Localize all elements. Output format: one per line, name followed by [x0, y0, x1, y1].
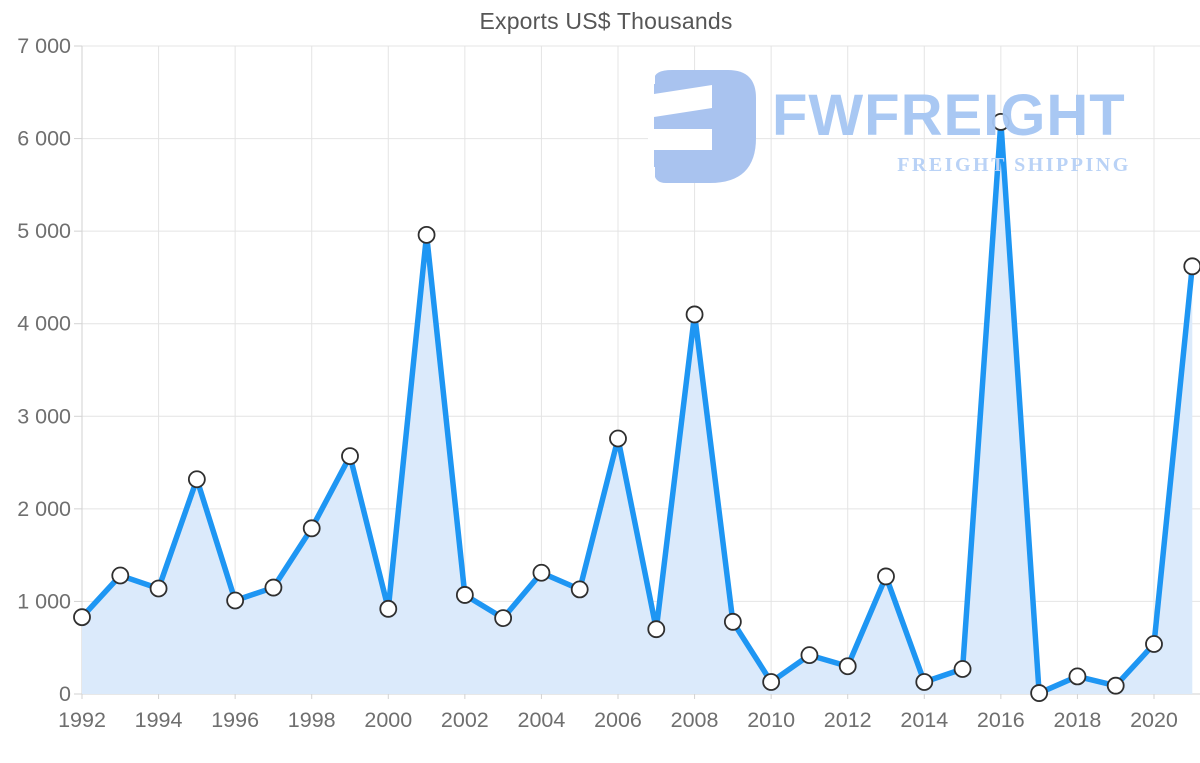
x-tick-label: 2012	[824, 708, 872, 732]
data-point-marker[interactable]	[877, 567, 895, 586]
x-tick-label: 1992	[58, 708, 106, 732]
x-tick-label: 2010	[747, 708, 795, 732]
data-point-marker[interactable]	[685, 305, 704, 324]
data-point-marker[interactable]	[609, 429, 627, 448]
data-point-marker[interactable]	[1106, 676, 1125, 695]
data-point-marker[interactable]	[570, 580, 589, 599]
data-point-marker[interactable]	[800, 646, 819, 665]
data-point-marker[interactable]	[302, 519, 321, 538]
y-tick-label: 0	[59, 682, 71, 706]
data-point-marker[interactable]	[187, 470, 206, 489]
x-tick-label: 2016	[977, 708, 1025, 732]
data-point-marker[interactable]	[838, 657, 857, 676]
x-tick-label: 2000	[364, 708, 412, 732]
data-point-marker[interactable]	[647, 620, 666, 639]
data-point-marker[interactable]	[723, 612, 742, 631]
data-point-marker[interactable]	[991, 113, 1010, 131]
data-point-marker[interactable]	[264, 578, 283, 597]
x-tick-label: 2020	[1130, 708, 1178, 732]
y-tick-label: 6 000	[17, 127, 71, 151]
data-point-marker[interactable]	[111, 566, 130, 585]
y-tick-label: 3 000	[17, 404, 71, 428]
data-point-marker[interactable]	[341, 447, 359, 465]
data-point-marker[interactable]	[149, 579, 168, 598]
x-tick-label: 2004	[518, 708, 566, 732]
data-point-marker[interactable]	[494, 609, 513, 627]
x-tick-label: 2006	[594, 708, 642, 732]
y-tick-label: 7 000	[17, 34, 71, 58]
x-tick-label: 2018	[1054, 708, 1102, 732]
data-point-marker[interactable]	[1030, 684, 1049, 702]
data-point-marker[interactable]	[915, 673, 934, 691]
series-area-fill	[82, 121, 1193, 694]
data-point-marker[interactable]	[1183, 257, 1200, 276]
data-point-marker[interactable]	[1145, 635, 1163, 653]
data-point-marker[interactable]	[455, 586, 474, 604]
y-tick-label: 5 000	[17, 219, 71, 243]
y-tick-label: 1 000	[17, 589, 71, 613]
data-point-marker[interactable]	[73, 608, 91, 627]
x-tick-label: 2014	[900, 708, 948, 732]
x-tick-label: 1998	[288, 708, 336, 732]
y-tick-label: 4 000	[17, 312, 71, 336]
chart-title: Exports US$ Thousands	[479, 8, 733, 34]
data-point-marker[interactable]	[532, 563, 551, 582]
data-point-marker[interactable]	[1068, 667, 1087, 686]
y-tick-label: 2 000	[17, 497, 71, 521]
data-point-marker[interactable]	[379, 599, 398, 618]
data-point-marker[interactable]	[762, 673, 781, 691]
data-point-marker[interactable]	[226, 591, 245, 610]
x-tick-label: 2008	[671, 708, 719, 732]
data-point-marker[interactable]	[417, 225, 436, 244]
data-point-marker[interactable]	[953, 660, 972, 678]
x-tick-label: 1996	[211, 708, 259, 732]
x-tick-label: 2002	[441, 708, 489, 732]
x-tick-label: 1994	[135, 708, 183, 732]
